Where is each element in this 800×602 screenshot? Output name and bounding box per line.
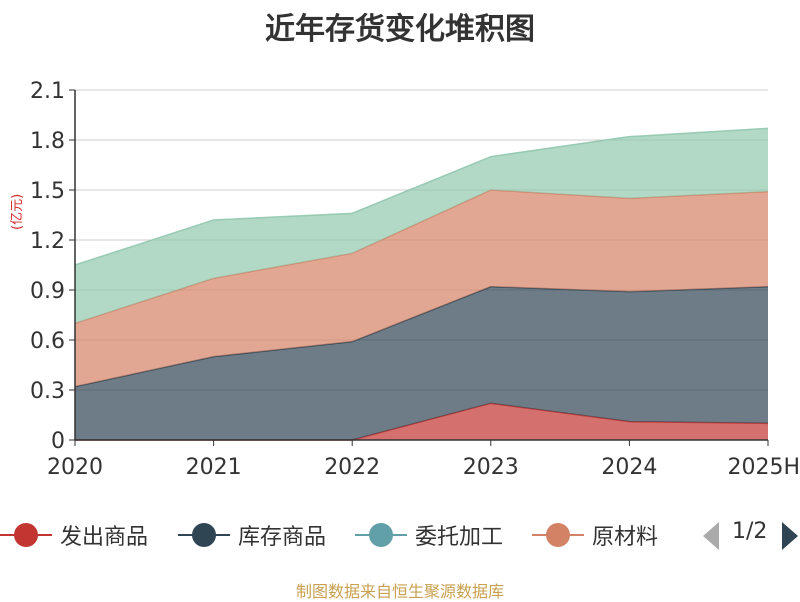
y-tick-label-0: 0 — [51, 429, 65, 454]
y-tick-label-3: 0.9 — [30, 279, 65, 304]
legend-label-1: 库存商品 — [238, 525, 327, 550]
legend-marker-3 — [546, 523, 570, 547]
chart-title: 近年存货变化堆积图 — [265, 12, 535, 47]
y-tick-label-2: 0.6 — [30, 329, 65, 354]
legend-pager: 1/2 — [700, 517, 800, 553]
line-series-1 — [74, 285, 769, 388]
legend-marker-0 — [14, 523, 38, 547]
x-tick-label-3: 2023 — [463, 455, 519, 480]
next-page-icon[interactable] — [782, 522, 798, 550]
data-source-note: 制图数据来自恒生聚源数据库 — [295, 582, 504, 601]
legend: 发出商品 库存商品 委托加工 原材料 — [0, 515, 800, 555]
x-tick-label-0: 2020 — [47, 455, 103, 480]
legend-page-indicator: 1/2 — [732, 519, 768, 544]
x-tick-label-4: 2024 — [601, 455, 657, 480]
legend-marker-2 — [369, 523, 393, 547]
legend-marker-1 — [192, 523, 216, 547]
x-tick-label-2: 2022 — [324, 455, 380, 480]
area-series-1 — [75, 286, 768, 440]
y-tick-label-7: 2.1 — [30, 79, 65, 104]
legend-label-2: 委托加工 — [415, 525, 504, 550]
stacked-area-chart: 0 0.3 0.6 0.9 1.2 1.5 1.8 2.1 2020 2021 2022 2023 20… — [30, 79, 800, 480]
y-tick-label-5: 1.5 — [30, 179, 65, 204]
y-tick-label-4: 1.2 — [30, 229, 65, 254]
legend-label-3: 原材料 — [592, 525, 659, 550]
area-series-3 — [75, 190, 768, 387]
area-series-4 — [75, 128, 768, 324]
x-tick-label-5: 2025H — [727, 455, 800, 480]
y-tick-label-1: 0.3 — [30, 379, 65, 404]
line-series-4 — [74, 127, 769, 266]
x-tick-label-1: 2021 — [186, 455, 242, 480]
legend-label-0: 发出商品 — [60, 525, 149, 550]
previous-page-icon[interactable] — [703, 522, 719, 550]
y-tick-label-6: 1.8 — [30, 129, 65, 154]
